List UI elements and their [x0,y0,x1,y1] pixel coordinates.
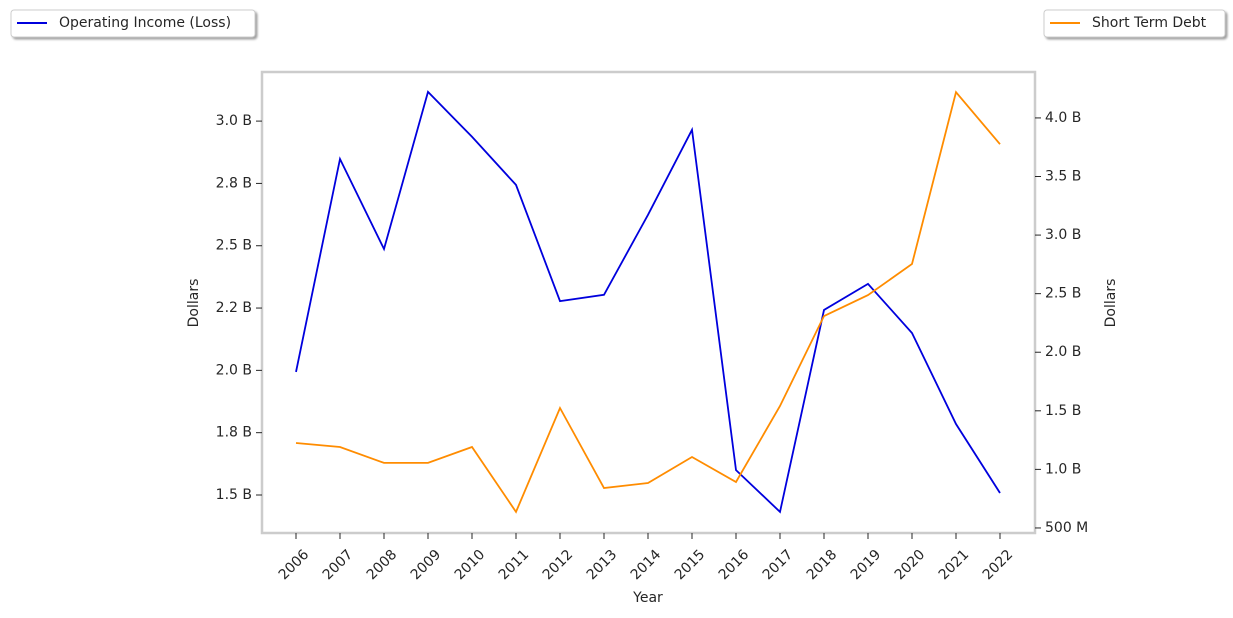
x-tick-label: 2014 [628,547,665,584]
y2-axis-label: Dollars [1103,279,1119,328]
plot-frame [260,70,1037,535]
y2-tick-label: 4.0 B [1045,110,1081,126]
y2-tick-label: 3.5 B [1045,169,1081,185]
y-tick-label: 2.8 B [216,175,252,191]
x-tick-label: 2021 [936,547,973,584]
x-tick-label: 2022 [980,547,1017,584]
x-tick-label: 2007 [320,547,357,584]
x-tick-label: 2013 [584,547,621,584]
y-axis-label: Dollars [186,279,202,328]
legend-box [10,9,256,38]
y2-tick-label: 1.5 B [1045,403,1081,419]
x-tick-label: 2016 [716,547,753,584]
legend-label: Short Term Debt [1092,15,1207,31]
y2-tick-label: 2.5 B [1045,286,1081,302]
y2-tick-label: 3.0 B [1045,227,1081,243]
legend-right: Short Term Debt [1043,9,1226,38]
x-tick-label: 2019 [848,547,885,584]
x-tick-label: 2009 [408,547,445,584]
series-line [295,90,1001,514]
x-tick-label: 2006 [276,547,313,584]
x-tick-label: 2008 [364,547,401,584]
y2-tick-label: 2.0 B [1045,344,1081,360]
legend-box [1043,9,1226,38]
legend-left: Operating Income (Loss) [10,9,256,38]
x-tick-label: 2017 [760,547,797,584]
series-line [295,90,1001,514]
y-tick-label: 2.0 B [216,362,252,378]
y2-tick-label: 500 M [1045,520,1088,536]
x-axis-label: Year [632,590,663,606]
y-tick-label: 1.5 B [216,487,252,503]
x-tick-label: 2011 [496,547,533,584]
x-tick-label: 2020 [892,547,929,584]
legend-label: Operating Income (Loss) [59,15,231,31]
y2-tick-label: 1.0 B [1045,461,1081,477]
x-tick-label: 2018 [804,547,841,584]
y-tick-label: 1.8 B [216,425,252,441]
y-tick-label: 2.2 B [216,300,252,316]
x-tick-label: 2010 [452,547,489,584]
y-tick-label: 2.5 B [216,238,252,254]
x-tick-label: 2015 [672,547,709,584]
y-tick-label: 3.0 B [216,113,252,129]
x-tick-label: 2012 [540,547,577,584]
